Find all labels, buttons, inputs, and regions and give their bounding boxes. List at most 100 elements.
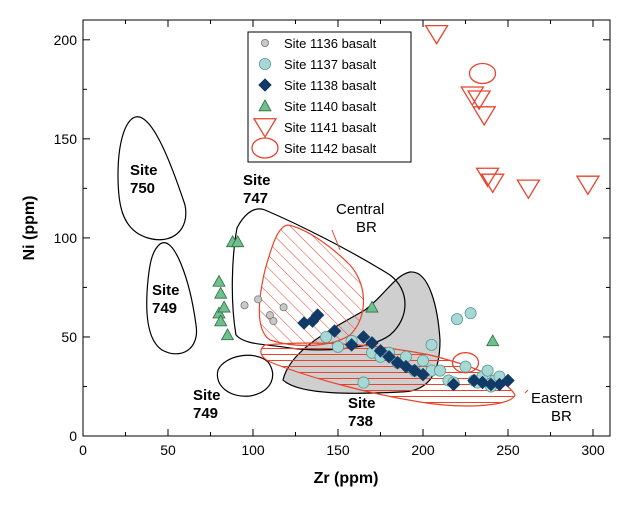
leader-central-br [331, 229, 341, 251]
x-tick-label: 300 [581, 442, 605, 458]
y-tick-label: 100 [54, 230, 78, 246]
y-axis-title: Ni (ppm) [21, 196, 38, 261]
y-tick-label: 50 [61, 329, 77, 345]
label-central-br-b: BR [356, 219, 377, 236]
label-site-749-low-b: 749 [193, 405, 218, 422]
legend: Site 1136 basalt Site 1137 basalt Site 113… [247, 31, 412, 163]
x-tick-label: 200 [411, 442, 435, 458]
x-tick-label: 250 [496, 442, 520, 458]
data-point [310, 308, 325, 323]
axes: 0 50 100 150 200 250 300 0 50 100 150 200 [54, 20, 610, 458]
data-point [475, 167, 500, 188]
data-point [480, 173, 505, 194]
x-tick-label: 0 [79, 442, 87, 458]
field-site-749-low [216, 354, 274, 397]
label-site-749-a: Site [152, 282, 180, 299]
series-3 [297, 308, 515, 392]
series-5 [424, 24, 601, 200]
data-point [254, 295, 263, 304]
data-point [446, 377, 461, 392]
data-point [331, 340, 344, 353]
legend-marker [252, 118, 278, 139]
data-point [575, 175, 601, 196]
series-6 [451, 62, 497, 374]
data-point [466, 90, 492, 111]
data-point [357, 376, 370, 389]
data-point [220, 328, 235, 341]
data-point [464, 307, 477, 320]
x-tick-label: 100 [241, 442, 265, 458]
data-point [459, 360, 472, 373]
data-point [472, 106, 497, 127]
data-point [382, 349, 396, 364]
data-point [416, 354, 429, 367]
legend-label: Site 1140 basalt [284, 99, 377, 114]
series-1 [240, 295, 288, 326]
y-tick-label: 200 [54, 32, 78, 48]
plot-frame [82, 19, 611, 437]
legend-marker [258, 99, 272, 112]
data-point [320, 330, 333, 343]
data-point [231, 235, 245, 248]
legend-label: Site 1141 basalt [284, 120, 377, 135]
field-site-749 [146, 242, 198, 355]
label-central-br-a: Central [336, 201, 384, 218]
label-site-750-a: Site [130, 162, 158, 179]
label-site-750-b: 750 [130, 180, 155, 197]
field-site-747 [231, 208, 406, 351]
data-point [265, 311, 274, 320]
legend-box [247, 31, 412, 163]
data-point [365, 336, 379, 350]
data-point [486, 334, 500, 347]
data-point [433, 364, 446, 377]
data-point [356, 330, 371, 344]
x-tick-label: 150 [326, 442, 350, 458]
field-central-br [258, 224, 365, 347]
data-point [460, 86, 485, 107]
label-site-749-b: 749 [152, 300, 177, 317]
label-eastern-br-b: BR [551, 408, 572, 425]
data-point [425, 338, 438, 351]
data-point [269, 317, 278, 326]
legend-label: Site 1138 basalt [284, 78, 377, 93]
label-site-749-low-a: Site [193, 387, 221, 404]
data-point [214, 314, 228, 327]
field-site-750 [117, 116, 187, 241]
x-tick-label: 50 [160, 442, 176, 458]
data-point [212, 274, 226, 287]
legend-marker [251, 137, 279, 159]
data-point [327, 324, 342, 338]
data-point [214, 286, 228, 299]
data-point [424, 24, 449, 46]
data-point [481, 364, 494, 377]
data-point [365, 300, 379, 313]
data-point [240, 301, 249, 310]
data-point [373, 343, 388, 358]
label-site-738-b: 738 [348, 413, 373, 430]
data-point [501, 373, 515, 388]
data-point [279, 303, 288, 312]
field-labels: Site 750 Site 749 Site 747 Site 749 Site… [130, 162, 583, 430]
x-axis-title: Zr (ppm) [314, 470, 379, 487]
data-point [344, 338, 359, 352]
y-tick-label: 0 [69, 428, 77, 444]
data-point [450, 313, 463, 326]
y-tick-label: 150 [54, 131, 78, 147]
legend-label: Site 1136 basalt [284, 36, 377, 51]
label-site-747-a: Site [243, 172, 271, 189]
data-point [451, 352, 480, 374]
data-point [516, 179, 541, 200]
data-point [416, 367, 430, 382]
legend-marker [260, 39, 269, 48]
leader-eastern-br [524, 389, 529, 394]
data-points [212, 24, 601, 393]
label-site-747-b: 747 [243, 190, 268, 207]
legend-label: Site 1137 basalt [284, 57, 377, 72]
label-eastern-br-a: Eastern [531, 390, 583, 407]
legend-marker [258, 78, 272, 92]
legend-marker [258, 58, 271, 71]
series-4 [212, 235, 500, 347]
legend-label: Site 1142 basalt [284, 141, 377, 156]
data-point [468, 62, 497, 85]
